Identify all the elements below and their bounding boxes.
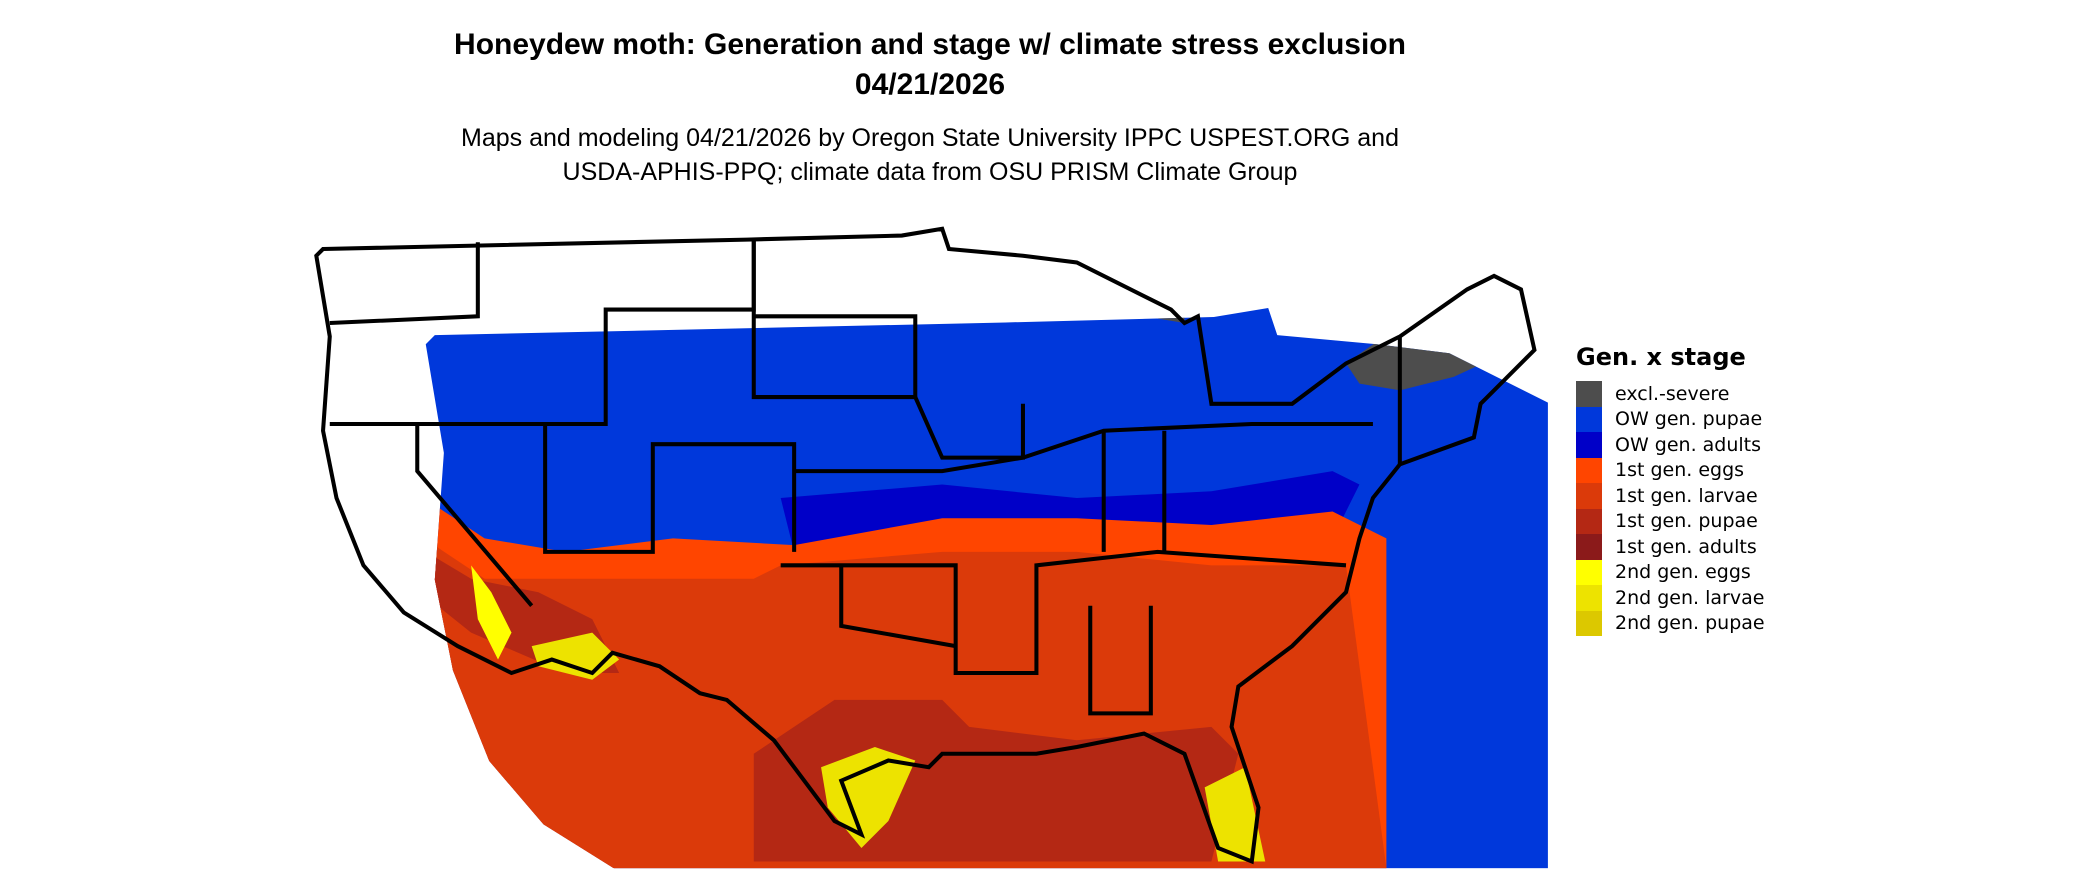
legend-label: 2nd gen. larvae [1615,586,1765,609]
legend-label: OW gen. pupae [1615,408,1763,431]
subtitle-line-2: USDA-APHIS-PPQ; climate data from OSU PR… [562,158,1298,186]
legend-item: 2nd gen. eggs [1576,559,1765,585]
legend-swatch [1576,508,1602,534]
legend-label: 1st gen. pupae [1615,510,1758,533]
legend-swatch [1576,610,1602,636]
legend-swatch [1576,381,1602,407]
state-borders [314,226,1537,865]
legend-label: 2nd gen. pupae [1615,612,1765,635]
legend-label: 1st gen. larvae [1615,484,1758,507]
legend-item: 2nd gen. larvae [1576,585,1765,611]
legend-swatch [1576,483,1602,509]
legend-swatch [1576,534,1602,560]
legend-item: 1st gen. eggs [1576,457,1765,483]
legend-item: 1st gen. pupae [1576,508,1765,534]
legend-label: 1st gen. eggs [1615,459,1745,482]
zone-2nd-eggs-california [471,565,512,660]
legend-items: excl.-severe OW gen. pupae OW gen. adults 1… [1576,381,1765,636]
legend-item: OW gen. adults [1576,432,1765,458]
legend-title: Gen. x stage [1576,343,1746,371]
zone-excl-severe-north [753,307,1185,324]
legend-swatch [1576,585,1602,611]
legend-label: OW gen. adults [1615,433,1762,456]
legend-swatch [1576,457,1602,483]
legend-label: excl.-severe [1615,382,1730,405]
legend-swatch [1576,559,1602,585]
legend-swatch [1576,406,1602,432]
zone-2nd-larvae-texas [821,747,916,848]
legend-label: 2nd gen. eggs [1615,561,1751,584]
zone-2nd-larvae-florida [1204,767,1266,862]
legend-item: OW gen. pupae [1576,406,1765,432]
map-title: Honeydew moth: Generation and stage w/ c… [454,28,1406,61]
legend-item: 1st gen. larvae [1576,483,1765,509]
map-date: 04/21/2026 [854,68,1006,101]
subtitle-line-1: Maps and modeling 04/21/2026 by Oregon S… [461,124,1399,152]
legend-label: 1st gen. adults [1615,535,1757,558]
legend-item: excl.-severe [1576,381,1765,407]
legend-swatch [1576,432,1602,458]
legend-item: 1st gen. adults [1576,534,1765,560]
legend: Gen. x stage excl.-severe OW gen. pupae OW… [1576,343,1765,636]
legend-item: 2nd gen. pupae [1576,610,1765,636]
